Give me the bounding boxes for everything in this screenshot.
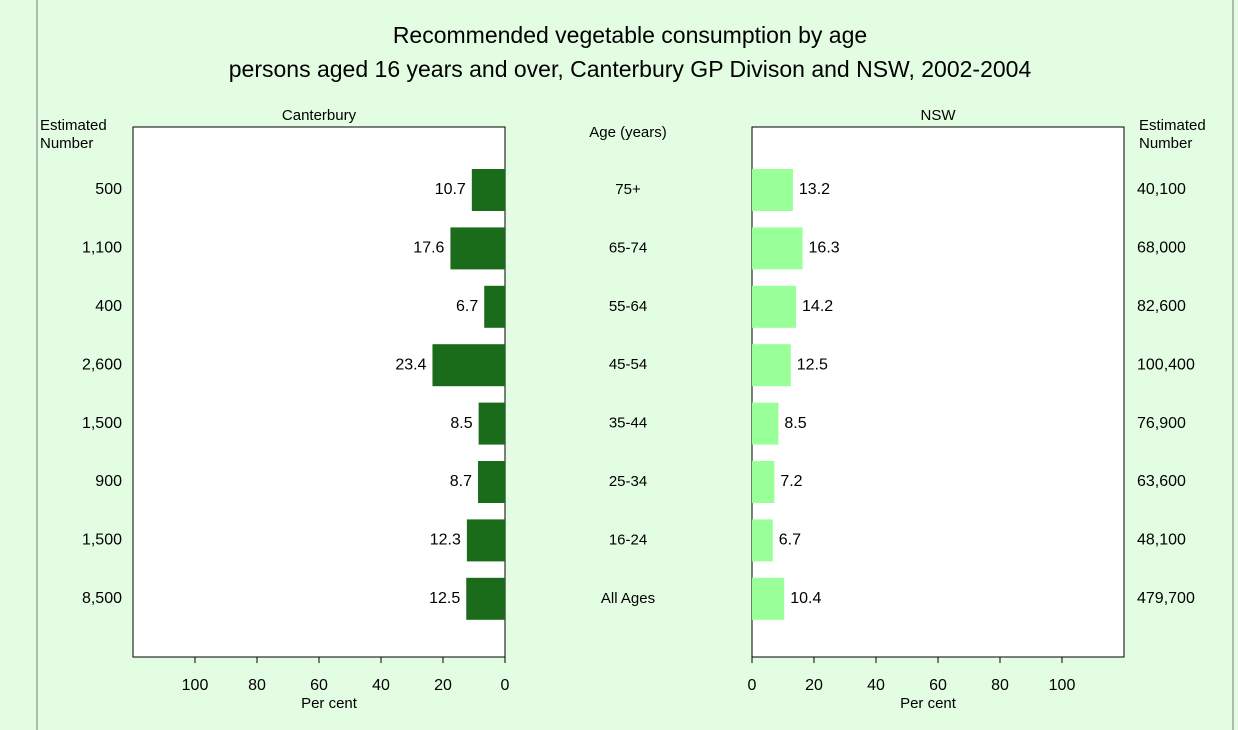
bar	[432, 344, 505, 387]
estimated-number: 479,700	[1137, 590, 1195, 607]
x-tick-label: 20	[434, 677, 452, 694]
category-label: 65-74	[609, 239, 647, 256]
bar	[466, 519, 505, 562]
estimated-number: 1,500	[82, 415, 122, 432]
plot-area	[132, 126, 506, 658]
x-tick-label: 40	[372, 677, 390, 694]
estimated-number: 500	[95, 181, 122, 198]
bar	[478, 461, 505, 503]
value-label: 17.6	[413, 240, 444, 257]
x-tick-label: 60	[310, 677, 328, 694]
value-label: 16.3	[809, 240, 840, 257]
estimated-number: 2,600	[82, 356, 122, 373]
x-tick-label: 40	[867, 677, 885, 694]
category-label: 25-34	[609, 473, 647, 490]
category-axis-title: Age (years)	[589, 124, 667, 141]
value-label: 8.5	[784, 415, 806, 432]
number-header: Estimated Number	[1139, 117, 1206, 152]
bar	[752, 519, 773, 562]
estimated-number: 100,400	[1137, 356, 1195, 373]
estimated-number: 48,100	[1137, 532, 1186, 549]
x-tick-label: 0	[748, 677, 757, 694]
bar	[752, 402, 779, 445]
chart-subtitle: persons aged 16 years and over, Canterbu…	[229, 56, 1032, 82]
value-label: 7.2	[780, 473, 802, 490]
bar	[752, 227, 803, 270]
category-label: 16-24	[609, 531, 647, 548]
category-label: 45-54	[609, 356, 647, 373]
x-tick-label: 80	[991, 677, 1009, 694]
value-label: 12.5	[429, 590, 460, 607]
estimated-number: 63,600	[1137, 473, 1186, 490]
chart-title: Recommended vegetable consumption by age	[393, 22, 867, 48]
bar	[484, 285, 505, 328]
estimated-number: 82,600	[1137, 298, 1186, 315]
category-label: 35-44	[609, 415, 647, 432]
estimated-number: 8,500	[82, 590, 122, 607]
value-label: 12.3	[430, 532, 461, 549]
series-label: NSW	[921, 107, 957, 124]
estimated-number: 900	[95, 473, 122, 490]
value-label: 10.4	[790, 590, 821, 607]
value-label: 13.2	[799, 181, 830, 198]
value-label: 6.7	[779, 532, 801, 549]
value-label: 10.7	[435, 181, 466, 198]
x-tick-label: 80	[248, 677, 266, 694]
estimated-number: 76,900	[1137, 415, 1186, 432]
bar	[752, 169, 793, 211]
category-label: 75+	[615, 181, 641, 198]
value-label: 14.2	[802, 298, 833, 315]
estimated-number: 68,000	[1137, 240, 1186, 257]
plot-area	[751, 126, 1125, 658]
bar	[471, 169, 505, 211]
x-tick-label: 60	[929, 677, 947, 694]
bar	[450, 227, 505, 270]
x-axis-title: Per cent	[900, 695, 957, 712]
bar	[466, 577, 505, 620]
x-tick-label: 20	[805, 677, 823, 694]
x-axis-title: Per cent	[301, 695, 358, 712]
bar	[752, 577, 785, 620]
x-tick-label: 100	[1049, 677, 1076, 694]
estimated-number: 40,100	[1137, 181, 1186, 198]
value-label: 8.5	[450, 415, 472, 432]
series-label: Canterbury	[282, 107, 357, 124]
number-header: Estimated Number	[40, 117, 107, 152]
value-label: 6.7	[456, 298, 478, 315]
estimated-number: 400	[95, 298, 122, 315]
bar	[752, 285, 797, 328]
x-tick-label: 0	[501, 677, 510, 694]
bar	[752, 344, 791, 387]
bar	[752, 461, 775, 503]
x-tick-label: 100	[182, 677, 209, 694]
estimated-number: 1,100	[82, 240, 122, 257]
category-label: All Ages	[601, 590, 655, 607]
bar	[478, 402, 505, 445]
value-label: 12.5	[797, 356, 828, 373]
value-label: 23.4	[395, 356, 426, 373]
category-label: 55-64	[609, 298, 647, 315]
estimated-number: 1,500	[82, 532, 122, 549]
value-label: 8.7	[450, 473, 472, 490]
